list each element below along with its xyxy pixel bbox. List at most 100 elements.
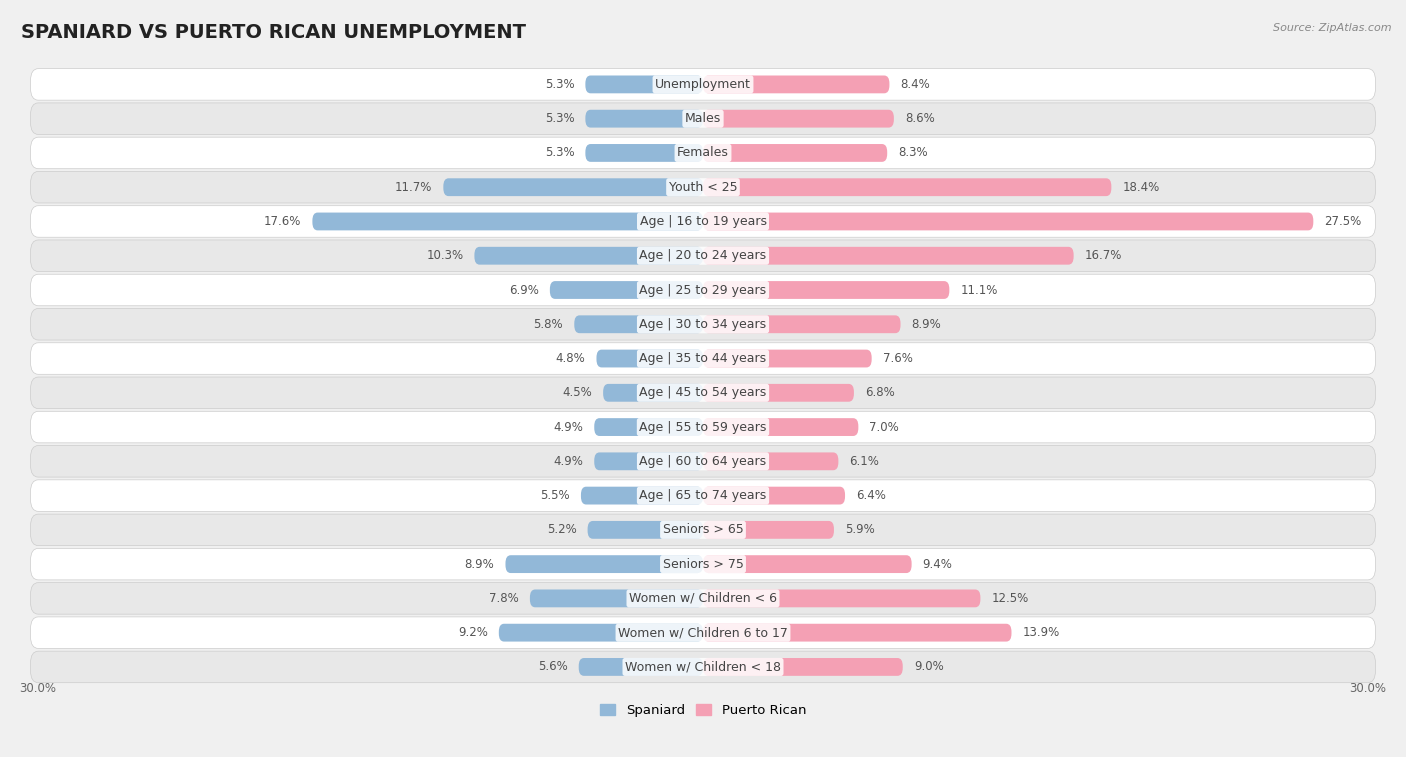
- Legend: Spaniard, Puerto Rican: Spaniard, Puerto Rican: [595, 699, 811, 722]
- FancyBboxPatch shape: [31, 309, 1375, 340]
- FancyBboxPatch shape: [31, 651, 1375, 683]
- Text: Age | 45 to 54 years: Age | 45 to 54 years: [640, 386, 766, 399]
- FancyBboxPatch shape: [581, 487, 703, 504]
- Text: 16.7%: 16.7%: [1085, 249, 1122, 262]
- FancyBboxPatch shape: [31, 171, 1375, 203]
- FancyBboxPatch shape: [31, 446, 1375, 477]
- FancyBboxPatch shape: [312, 213, 703, 230]
- FancyBboxPatch shape: [595, 418, 703, 436]
- Text: Unemployment: Unemployment: [655, 78, 751, 91]
- FancyBboxPatch shape: [703, 555, 911, 573]
- FancyBboxPatch shape: [506, 555, 703, 573]
- Text: 5.3%: 5.3%: [544, 78, 574, 91]
- Text: Age | 16 to 19 years: Age | 16 to 19 years: [640, 215, 766, 228]
- FancyBboxPatch shape: [550, 281, 703, 299]
- Text: 8.9%: 8.9%: [911, 318, 942, 331]
- Text: 7.0%: 7.0%: [869, 421, 900, 434]
- Text: 17.6%: 17.6%: [264, 215, 301, 228]
- FancyBboxPatch shape: [579, 658, 703, 676]
- FancyBboxPatch shape: [703, 487, 845, 504]
- Text: 11.7%: 11.7%: [395, 181, 432, 194]
- FancyBboxPatch shape: [474, 247, 703, 265]
- Text: 9.4%: 9.4%: [922, 558, 953, 571]
- FancyBboxPatch shape: [443, 179, 703, 196]
- FancyBboxPatch shape: [31, 103, 1375, 135]
- Text: 11.1%: 11.1%: [960, 284, 998, 297]
- FancyBboxPatch shape: [588, 521, 703, 539]
- Text: Source: ZipAtlas.com: Source: ZipAtlas.com: [1274, 23, 1392, 33]
- FancyBboxPatch shape: [31, 583, 1375, 614]
- FancyBboxPatch shape: [31, 69, 1375, 100]
- Text: 5.3%: 5.3%: [544, 112, 574, 125]
- Text: 4.5%: 4.5%: [562, 386, 592, 399]
- Text: Age | 60 to 64 years: Age | 60 to 64 years: [640, 455, 766, 468]
- FancyBboxPatch shape: [530, 590, 703, 607]
- FancyBboxPatch shape: [585, 144, 703, 162]
- Text: 12.5%: 12.5%: [991, 592, 1029, 605]
- Text: 5.8%: 5.8%: [533, 318, 564, 331]
- FancyBboxPatch shape: [703, 384, 853, 402]
- Text: Age | 25 to 29 years: Age | 25 to 29 years: [640, 284, 766, 297]
- FancyBboxPatch shape: [31, 206, 1375, 237]
- FancyBboxPatch shape: [603, 384, 703, 402]
- Text: 4.8%: 4.8%: [555, 352, 585, 365]
- Text: 6.8%: 6.8%: [865, 386, 894, 399]
- Text: 5.2%: 5.2%: [547, 523, 576, 537]
- FancyBboxPatch shape: [595, 453, 703, 470]
- FancyBboxPatch shape: [703, 213, 1313, 230]
- Text: Seniors > 65: Seniors > 65: [662, 523, 744, 537]
- FancyBboxPatch shape: [31, 514, 1375, 546]
- FancyBboxPatch shape: [31, 548, 1375, 580]
- Text: 5.5%: 5.5%: [540, 489, 569, 502]
- Text: 7.8%: 7.8%: [489, 592, 519, 605]
- Text: 5.3%: 5.3%: [544, 146, 574, 160]
- Text: SPANIARD VS PUERTO RICAN UNEMPLOYMENT: SPANIARD VS PUERTO RICAN UNEMPLOYMENT: [21, 23, 526, 42]
- Text: 8.9%: 8.9%: [464, 558, 495, 571]
- Text: 9.2%: 9.2%: [458, 626, 488, 639]
- FancyBboxPatch shape: [31, 480, 1375, 512]
- Text: Age | 20 to 24 years: Age | 20 to 24 years: [640, 249, 766, 262]
- Text: 27.5%: 27.5%: [1324, 215, 1361, 228]
- FancyBboxPatch shape: [585, 76, 703, 93]
- FancyBboxPatch shape: [499, 624, 703, 642]
- FancyBboxPatch shape: [703, 453, 838, 470]
- FancyBboxPatch shape: [31, 411, 1375, 443]
- FancyBboxPatch shape: [703, 144, 887, 162]
- Text: 30.0%: 30.0%: [1350, 681, 1386, 695]
- FancyBboxPatch shape: [703, 350, 872, 367]
- Text: 6.4%: 6.4%: [856, 489, 886, 502]
- FancyBboxPatch shape: [31, 240, 1375, 272]
- Text: 5.6%: 5.6%: [538, 660, 568, 674]
- FancyBboxPatch shape: [31, 377, 1375, 409]
- Text: 8.3%: 8.3%: [898, 146, 928, 160]
- FancyBboxPatch shape: [703, 76, 890, 93]
- Text: Females: Females: [678, 146, 728, 160]
- FancyBboxPatch shape: [585, 110, 703, 128]
- Text: Age | 55 to 59 years: Age | 55 to 59 years: [640, 421, 766, 434]
- FancyBboxPatch shape: [703, 658, 903, 676]
- Text: 7.6%: 7.6%: [883, 352, 912, 365]
- FancyBboxPatch shape: [703, 316, 900, 333]
- Text: 9.0%: 9.0%: [914, 660, 943, 674]
- FancyBboxPatch shape: [703, 179, 1111, 196]
- Text: 6.9%: 6.9%: [509, 284, 538, 297]
- FancyBboxPatch shape: [703, 418, 858, 436]
- FancyBboxPatch shape: [703, 110, 894, 128]
- FancyBboxPatch shape: [703, 281, 949, 299]
- FancyBboxPatch shape: [31, 274, 1375, 306]
- Text: 8.4%: 8.4%: [900, 78, 931, 91]
- Text: Women w/ Children < 18: Women w/ Children < 18: [626, 660, 780, 674]
- Text: 4.9%: 4.9%: [554, 455, 583, 468]
- FancyBboxPatch shape: [703, 247, 1074, 265]
- Text: 13.9%: 13.9%: [1022, 626, 1060, 639]
- Text: Males: Males: [685, 112, 721, 125]
- FancyBboxPatch shape: [574, 316, 703, 333]
- FancyBboxPatch shape: [31, 137, 1375, 169]
- Text: 8.6%: 8.6%: [905, 112, 935, 125]
- Text: Age | 35 to 44 years: Age | 35 to 44 years: [640, 352, 766, 365]
- Text: Seniors > 75: Seniors > 75: [662, 558, 744, 571]
- FancyBboxPatch shape: [31, 343, 1375, 374]
- FancyBboxPatch shape: [703, 624, 1011, 642]
- Text: 5.9%: 5.9%: [845, 523, 875, 537]
- FancyBboxPatch shape: [703, 590, 980, 607]
